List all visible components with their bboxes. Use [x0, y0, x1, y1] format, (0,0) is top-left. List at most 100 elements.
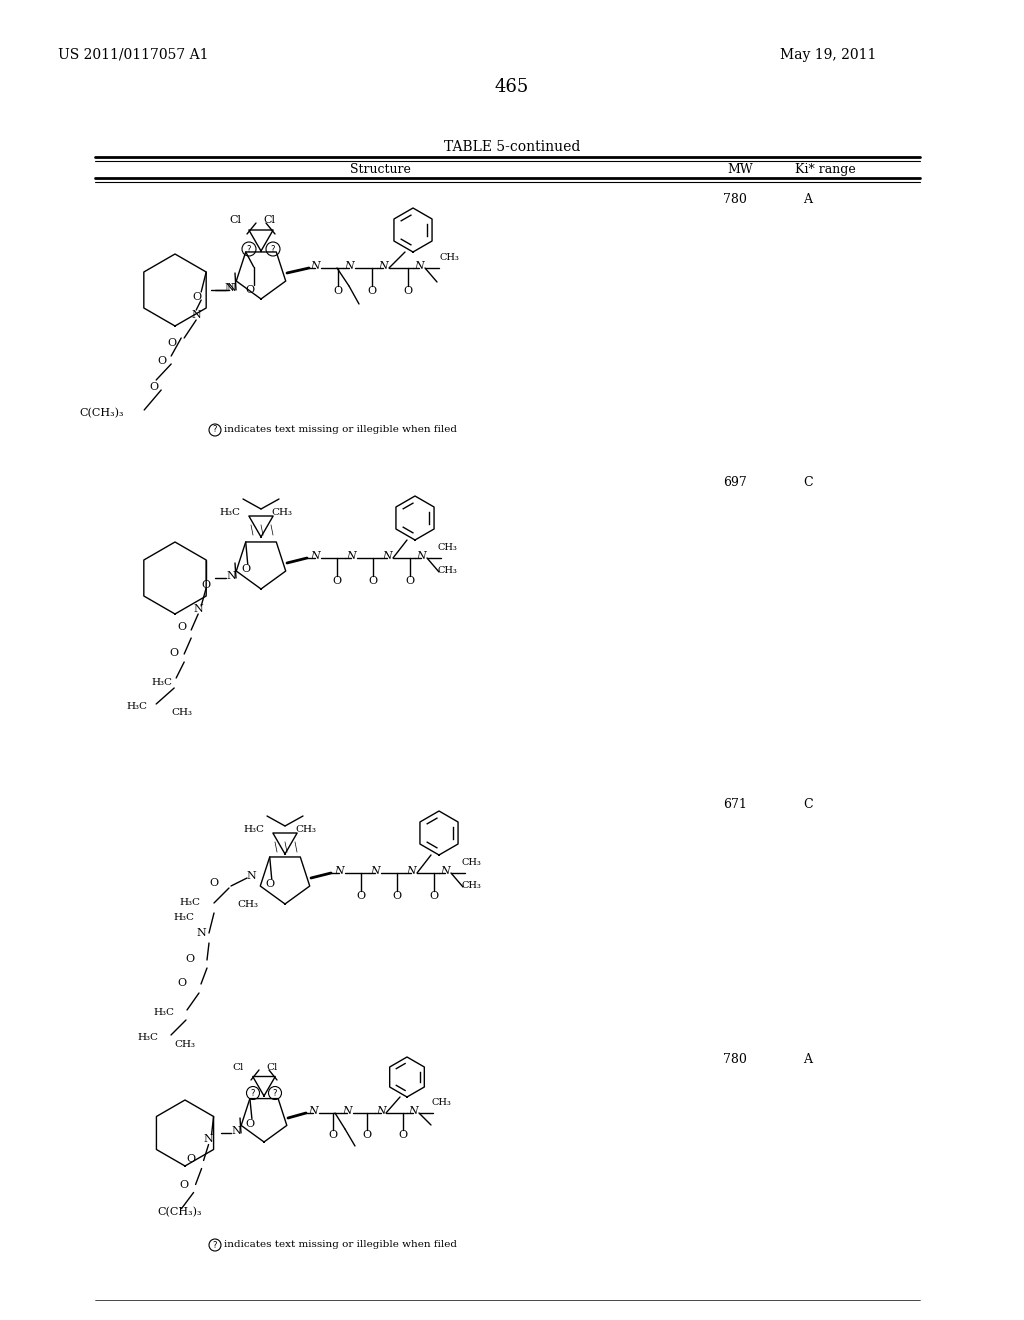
Text: N: N	[246, 871, 256, 880]
Text: O: O	[356, 891, 366, 902]
Text: N: N	[378, 261, 388, 271]
Text: ?: ?	[272, 1089, 278, 1097]
Text: O: O	[185, 954, 194, 964]
Text: CH₃: CH₃	[437, 543, 457, 552]
Text: O: O	[334, 286, 343, 296]
Text: N: N	[382, 550, 392, 561]
Text: N: N	[416, 550, 426, 561]
Text: CH₃: CH₃	[295, 825, 316, 834]
Text: US 2011/0117057 A1: US 2011/0117057 A1	[58, 48, 209, 62]
Text: 465: 465	[495, 78, 529, 96]
Text: Cl: Cl	[266, 1063, 278, 1072]
Text: N: N	[204, 1134, 213, 1144]
Text: CH₃: CH₃	[439, 253, 459, 261]
Text: MW: MW	[727, 162, 753, 176]
Text: O: O	[245, 285, 254, 294]
Text: O: O	[157, 356, 166, 366]
Text: N: N	[310, 550, 319, 561]
Text: N: N	[191, 310, 201, 319]
Text: C: C	[803, 477, 813, 488]
Text: N: N	[370, 866, 380, 876]
Text: N: N	[308, 1106, 317, 1115]
Text: CH₃: CH₃	[237, 900, 258, 909]
Text: indicates text missing or illegible when filed: indicates text missing or illegible when…	[224, 425, 457, 434]
Text: O: O	[178, 978, 187, 987]
Text: H₃C: H₃C	[137, 1034, 158, 1041]
Text: N: N	[226, 572, 236, 581]
Text: O: O	[368, 286, 377, 296]
Text: CH₃: CH₃	[461, 880, 481, 890]
Text: Cl: Cl	[229, 215, 241, 224]
Text: O: O	[177, 622, 186, 632]
Text: O: O	[329, 1130, 338, 1140]
Text: O: O	[333, 576, 342, 586]
Text: CH₃: CH₃	[461, 858, 481, 867]
Text: A: A	[804, 1053, 812, 1067]
Text: O: O	[186, 1155, 196, 1164]
Text: 671: 671	[723, 799, 746, 810]
Text: O: O	[150, 381, 158, 392]
Text: C(CH₃)₃: C(CH₃)₃	[80, 408, 124, 418]
Text: H₃C: H₃C	[179, 898, 200, 907]
Text: N: N	[376, 1106, 386, 1115]
Text: O: O	[403, 286, 413, 296]
Text: O: O	[429, 891, 438, 902]
Text: CH₃: CH₃	[171, 708, 193, 717]
Text: O: O	[210, 878, 219, 888]
Text: indicates text missing or illegible when filed: indicates text missing or illegible when…	[224, 1239, 457, 1249]
Text: N: N	[342, 1106, 352, 1115]
Text: O: O	[369, 576, 378, 586]
Text: O: O	[179, 1180, 188, 1189]
Text: N: N	[407, 866, 416, 876]
Text: O: O	[398, 1130, 408, 1140]
Text: N: N	[310, 261, 319, 271]
Text: ?: ?	[247, 244, 251, 253]
Text: H₃C: H₃C	[126, 702, 147, 711]
Text: N: N	[197, 928, 206, 939]
Text: C: C	[803, 799, 813, 810]
Text: H₃C: H₃C	[219, 508, 240, 517]
Text: 780: 780	[723, 1053, 746, 1067]
Text: H₃C: H₃C	[243, 825, 264, 834]
Text: O: O	[202, 579, 211, 590]
Text: O: O	[362, 1130, 372, 1140]
Text: O: O	[265, 879, 274, 888]
Text: CH₃: CH₃	[431, 1098, 451, 1107]
Text: May 19, 2011: May 19, 2011	[780, 48, 877, 62]
Text: O: O	[406, 576, 415, 586]
Text: H₃C: H₃C	[152, 678, 172, 686]
Text: N: N	[334, 866, 344, 876]
Text: N: N	[231, 1126, 241, 1137]
Text: N: N	[226, 282, 236, 293]
Text: CH₃: CH₃	[437, 566, 457, 576]
Text: Ki* range: Ki* range	[795, 162, 856, 176]
Text: Cl: Cl	[232, 1063, 244, 1072]
Text: Structure: Structure	[349, 162, 411, 176]
Text: N: N	[440, 866, 450, 876]
Text: N: N	[409, 1106, 418, 1115]
Text: ?: ?	[251, 1089, 255, 1097]
Text: O: O	[167, 338, 176, 348]
Text: TABLE 5-continued: TABLE 5-continued	[443, 140, 581, 154]
Text: ?: ?	[270, 244, 275, 253]
Text: N: N	[194, 605, 203, 614]
Text: C(CH₃)₃: C(CH₃)₃	[158, 1206, 202, 1217]
Text: O: O	[392, 891, 401, 902]
Text: Cl: Cl	[263, 215, 275, 224]
Text: H₃C: H₃C	[153, 1008, 174, 1016]
Text: N: N	[346, 550, 356, 561]
Text: O: O	[193, 292, 201, 302]
Text: O: O	[246, 1118, 254, 1129]
Text: CH₃: CH₃	[174, 1040, 195, 1049]
Text: N: N	[414, 261, 424, 271]
Text: O: O	[242, 564, 250, 574]
Text: N: N	[344, 261, 354, 271]
Text: A: A	[804, 193, 812, 206]
Text: O: O	[169, 648, 178, 657]
Text: N: N	[224, 282, 233, 293]
Text: 780: 780	[723, 193, 746, 206]
Text: ?: ?	[213, 1241, 217, 1250]
Text: 697: 697	[723, 477, 746, 488]
Text: CH₃: CH₃	[271, 508, 292, 517]
Text: ?: ?	[213, 425, 217, 434]
